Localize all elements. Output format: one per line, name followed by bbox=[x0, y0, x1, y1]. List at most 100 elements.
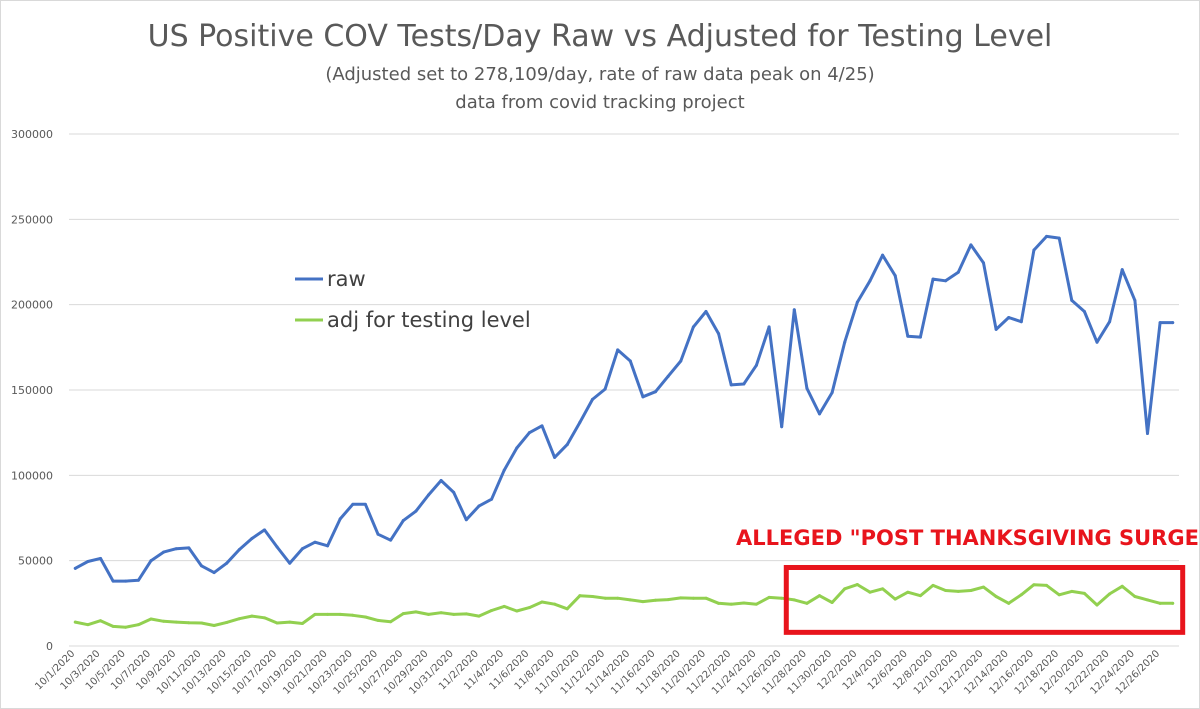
data-point bbox=[780, 425, 784, 429]
data-point bbox=[818, 412, 822, 416]
data-point bbox=[843, 340, 847, 344]
data-point bbox=[956, 589, 960, 593]
data-point bbox=[464, 612, 468, 616]
data-point bbox=[515, 446, 519, 450]
data-point bbox=[1158, 321, 1162, 325]
data-point bbox=[1045, 234, 1049, 238]
data-point bbox=[86, 560, 90, 564]
data-point bbox=[654, 390, 658, 394]
data-point bbox=[73, 566, 77, 570]
data-point bbox=[300, 621, 304, 625]
data-point bbox=[641, 600, 645, 604]
data-point bbox=[237, 617, 241, 621]
data-point bbox=[288, 561, 292, 565]
data-point bbox=[237, 548, 241, 552]
data-point bbox=[767, 325, 771, 329]
data-point bbox=[225, 620, 229, 624]
y-tick-label: 50000 bbox=[18, 555, 53, 568]
data-point bbox=[1045, 583, 1049, 587]
data-point bbox=[666, 598, 670, 602]
y-tick-label: 0 bbox=[46, 640, 53, 653]
data-point bbox=[1082, 309, 1086, 313]
data-point bbox=[124, 579, 128, 583]
annotation: ALLEGED "POST THANKSGIVING SURGE" bbox=[736, 526, 1199, 635]
data-point bbox=[590, 397, 594, 401]
data-point bbox=[654, 598, 658, 602]
data-point bbox=[300, 547, 304, 551]
data-point bbox=[906, 590, 910, 594]
data-point bbox=[818, 594, 822, 598]
data-point bbox=[843, 587, 847, 591]
data-point bbox=[1108, 592, 1112, 596]
data-point bbox=[199, 621, 203, 625]
data-point bbox=[1007, 315, 1011, 319]
data-point bbox=[868, 590, 872, 594]
data-point bbox=[1070, 298, 1074, 302]
data-point bbox=[1145, 432, 1149, 436]
data-point bbox=[540, 424, 544, 428]
data-point bbox=[1019, 320, 1023, 324]
data-point bbox=[426, 493, 430, 497]
data-point bbox=[250, 614, 254, 618]
data-point bbox=[616, 596, 620, 600]
data-point bbox=[414, 509, 418, 513]
y-tick-label: 250000 bbox=[11, 213, 53, 226]
data-point bbox=[111, 624, 115, 628]
data-point bbox=[805, 386, 809, 390]
data-point bbox=[149, 559, 153, 563]
chart-subtitle-source: data from covid tracking project bbox=[455, 92, 745, 113]
data-point bbox=[263, 528, 267, 532]
data-point bbox=[363, 502, 367, 506]
grid-lines bbox=[69, 133, 1179, 647]
data-point bbox=[1019, 593, 1023, 597]
data-point bbox=[565, 443, 569, 447]
data-point bbox=[1057, 593, 1061, 597]
data-point bbox=[1082, 591, 1086, 595]
data-point bbox=[969, 589, 973, 593]
data-point bbox=[124, 625, 128, 629]
annotation-box bbox=[783, 564, 1186, 635]
data-point bbox=[855, 583, 859, 587]
data-point bbox=[1120, 584, 1124, 588]
data-point bbox=[389, 620, 393, 624]
data-point bbox=[99, 619, 103, 623]
series-line-0 bbox=[73, 234, 1175, 583]
chart-title: US Positive COV Tests/Day Raw vs Adjuste… bbox=[147, 19, 1053, 54]
data-point bbox=[931, 277, 935, 281]
data-point bbox=[868, 279, 872, 283]
data-point bbox=[439, 478, 443, 482]
data-point bbox=[918, 594, 922, 598]
data-point bbox=[174, 547, 178, 551]
data-point bbox=[326, 544, 330, 548]
data-point bbox=[641, 395, 645, 399]
data-point bbox=[729, 602, 733, 606]
data-point bbox=[275, 621, 279, 625]
chart-legend: raw adj for testing level bbox=[295, 267, 531, 332]
data-point bbox=[426, 612, 430, 616]
data-point bbox=[389, 538, 393, 542]
data-point bbox=[981, 261, 985, 265]
data-point bbox=[439, 611, 443, 615]
series-line-1 bbox=[73, 583, 1175, 629]
data-point bbox=[956, 270, 960, 274]
data-point bbox=[717, 332, 721, 336]
data-point bbox=[452, 612, 456, 616]
data-point bbox=[918, 335, 922, 339]
data-point bbox=[754, 602, 758, 606]
data-point bbox=[111, 579, 115, 583]
data-point bbox=[86, 623, 90, 627]
data-point bbox=[338, 517, 342, 521]
data-point bbox=[250, 536, 254, 540]
data-point bbox=[1145, 598, 1149, 602]
legend-label-raw: raw bbox=[327, 267, 366, 291]
data-point bbox=[515, 609, 519, 613]
data-point bbox=[502, 468, 506, 472]
y-tick-label: 100000 bbox=[11, 469, 53, 482]
data-point bbox=[136, 578, 140, 582]
data-point bbox=[553, 455, 557, 459]
data-point bbox=[944, 279, 948, 283]
data-point bbox=[490, 609, 494, 613]
data-point bbox=[401, 612, 405, 616]
data-point bbox=[931, 583, 935, 587]
